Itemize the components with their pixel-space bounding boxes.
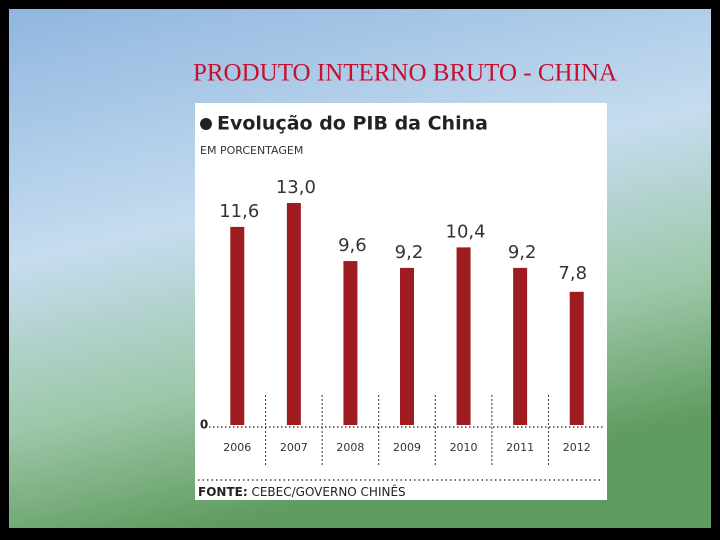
value-label: 13,0	[276, 177, 316, 198]
bar	[343, 261, 358, 425]
source-text: CEBEC/GOVERNO CHINÊS	[251, 484, 405, 499]
bar	[569, 291, 584, 425]
x-tick-label: 2009	[393, 441, 421, 454]
chart-subtitle: EM PORCENTAGEM	[200, 144, 303, 157]
slide-title: PRODUTO INTERNO BRUTO - CHINA	[193, 60, 617, 87]
value-label: 9,2	[395, 242, 424, 263]
chart-title: Evolução do PIB da China	[217, 113, 488, 135]
value-label: 11,6	[219, 201, 259, 222]
bar	[230, 226, 245, 425]
x-tick-label: 2011	[506, 441, 534, 454]
source-label: FONTE:	[198, 485, 248, 499]
x-tick-label: 2012	[563, 441, 591, 454]
bar	[286, 203, 301, 425]
y-tick-label: 0	[200, 418, 208, 432]
value-label: 10,4	[446, 221, 486, 242]
bar	[400, 267, 414, 425]
value-label: 7,8	[558, 263, 587, 284]
bar	[456, 247, 471, 425]
x-tick-label: 2006	[223, 441, 251, 454]
value-label: 9,6	[338, 235, 367, 256]
x-tick-label: 2008	[336, 441, 364, 454]
title-bullet	[200, 118, 212, 130]
x-tick-label: 2007	[280, 441, 308, 454]
value-label: 9,2	[508, 242, 537, 263]
bar	[513, 267, 528, 425]
x-tick-label: 2010	[450, 441, 478, 454]
source: FONTE: CEBEC/GOVERNO CHINÊS	[198, 484, 406, 499]
